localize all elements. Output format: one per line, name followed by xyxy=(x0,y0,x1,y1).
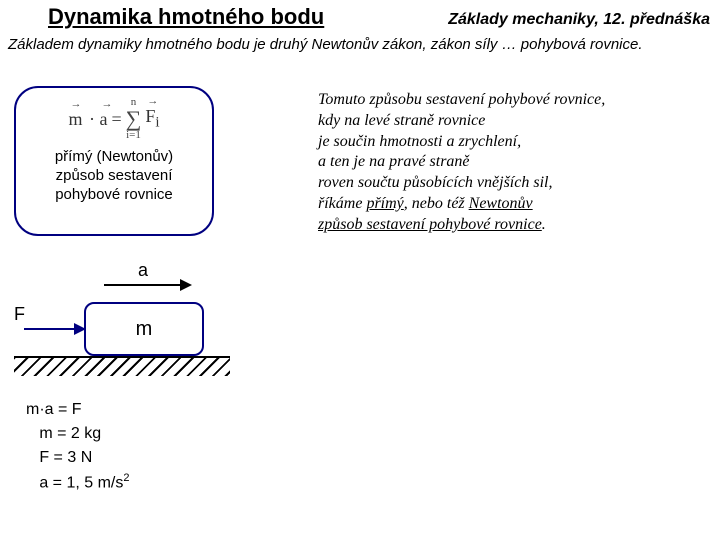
underline-newtonuv: Newtonův xyxy=(469,195,533,212)
para-line-7: způsob sestavení pohybové rovnice. xyxy=(318,215,698,236)
para-line-5: roven součtu působících vnějších sil, xyxy=(318,173,698,194)
para-l6b: , nebo též xyxy=(404,195,469,212)
mass-diagram: a F m xyxy=(8,258,238,388)
para-line-4: a ten je na pravé straně xyxy=(318,152,698,173)
mass-box: m xyxy=(84,302,204,356)
sum-symbol: n ∑ i=1 xyxy=(126,97,142,141)
callout-box: m · a = n ∑ i=1 Fi přímý (Newtonův) způs… xyxy=(14,86,214,236)
eq4-sup: 2 xyxy=(123,472,129,484)
equation-4: a = 1, 5 m/s2 xyxy=(26,470,130,495)
eq4-pre: a = 1, 5 m/s xyxy=(26,474,123,491)
newton-formula: m · a = n ∑ i=1 Fi xyxy=(26,96,202,142)
force-arrow-icon xyxy=(24,328,84,330)
equations-block: m·a = F m = 2 kg F = 3 N a = 1, 5 m/s2 xyxy=(26,398,130,495)
ground-hatch-icon xyxy=(14,358,230,376)
explanation-paragraph: Tomuto způsobu sestavení pohybové rovnic… xyxy=(318,90,698,236)
callout-line-1: přímý (Newtonův) xyxy=(26,148,202,167)
acceleration-label: a xyxy=(138,260,148,281)
force-label: F xyxy=(14,304,25,325)
sigma-icon: ∑ xyxy=(126,108,142,130)
para-line-1: Tomuto způsobu sestavení pohybové rovnic… xyxy=(318,90,698,111)
callout-line-2: způsob sestavení xyxy=(26,167,202,186)
sum-bottom: i=1 xyxy=(126,130,141,141)
para-line-6: říkáme přímý, nebo též Newtonův xyxy=(318,194,698,215)
callout-caption: přímý (Newtonův) způsob sestavení pohybo… xyxy=(26,148,202,204)
lecture-subtitle: Základy mechaniky, 12. přednáška xyxy=(448,11,710,29)
formula-lhs: m · a xyxy=(68,109,107,130)
para-line-2: kdy na levé straně rovnice xyxy=(318,111,698,132)
slide-header: Dynamika hmotného bodu Základy mechaniky… xyxy=(0,0,720,32)
equation-3: F = 3 N xyxy=(26,446,130,470)
underline-zpusob: způsob sestavení pohybové rovnice xyxy=(318,216,542,233)
page-title: Dynamika hmotného bodu xyxy=(48,4,324,30)
intro-text: Základem dynamiky hmotného bodu je druhý… xyxy=(0,32,720,53)
callout-line-3: pohybové rovnice xyxy=(26,186,202,205)
formula-equals: = xyxy=(111,109,121,130)
equation-1: m·a = F xyxy=(26,398,130,422)
para-line-3: je součin hmotnosti a zrychlení, xyxy=(318,132,698,153)
para-l6a: říkáme xyxy=(318,195,366,212)
equation-2: m = 2 kg xyxy=(26,422,130,446)
formula-rhs: Fi xyxy=(145,106,159,132)
underline-primy: přímý xyxy=(366,195,403,212)
para-l7-end: . xyxy=(542,216,546,233)
acceleration-arrow-icon xyxy=(104,284,190,286)
